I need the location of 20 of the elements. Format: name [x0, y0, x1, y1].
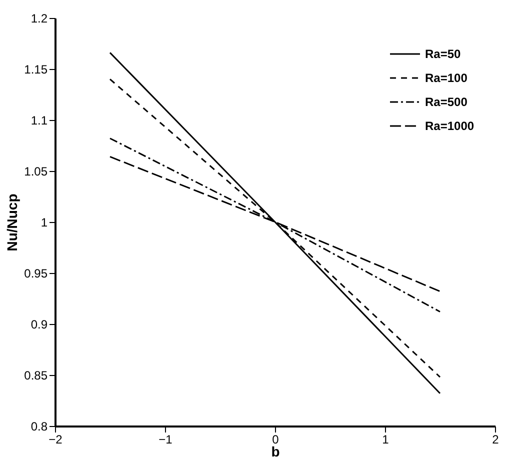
x-tick-label: −2 — [48, 432, 63, 446]
x-tick-label: 2 — [492, 432, 500, 446]
y-tick-label: 1.15 — [24, 62, 48, 76]
x-tick-label: −1 — [158, 432, 173, 446]
y-tick-label: 1 — [40, 216, 48, 230]
y-tick-label: 0.85 — [24, 368, 48, 382]
x-axis-title: b — [271, 444, 280, 460]
y-tick-label: 1.05 — [24, 164, 48, 178]
legend-label: Ra=50 — [425, 47, 462, 61]
legend-label: Ra=500 — [425, 95, 468, 109]
x-tick-label: 1 — [382, 432, 390, 446]
y-tick-label: 0.95 — [24, 266, 48, 280]
y-tick-label: 1.2 — [30, 12, 48, 26]
y-axis-title: Nu/Nucp — [4, 194, 20, 252]
legend-label: Ra=1000 — [425, 119, 474, 133]
y-tick-label: 0.8 — [30, 420, 48, 434]
legend-label: Ra=100 — [425, 71, 468, 85]
y-tick-label: 1.1 — [30, 114, 48, 128]
y-tick-label: 0.9 — [30, 318, 48, 332]
x-tick-label: 0 — [272, 432, 280, 446]
